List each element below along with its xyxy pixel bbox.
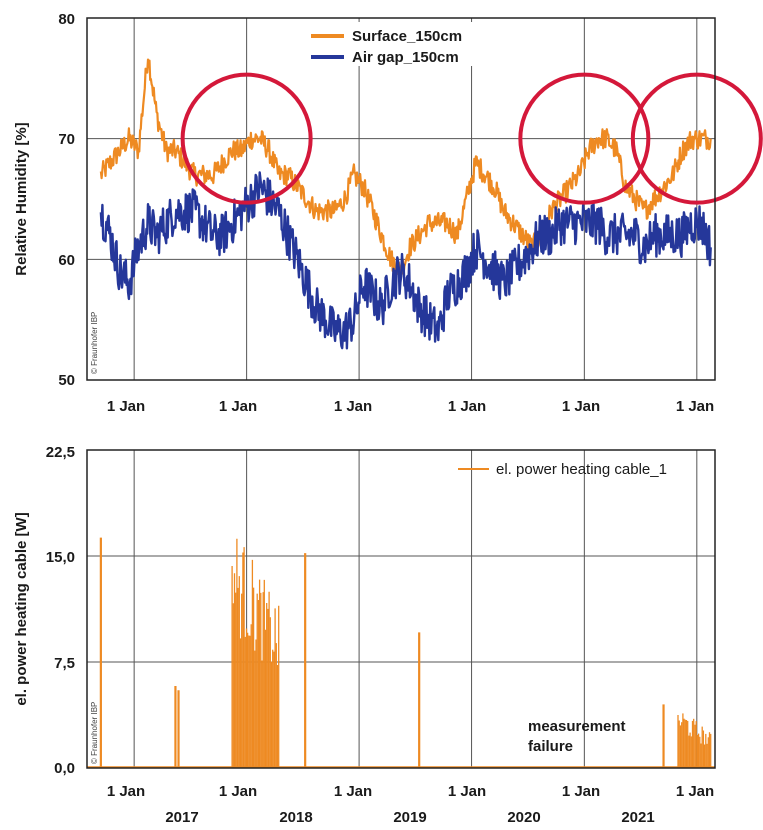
annotation-failure: failure xyxy=(528,738,573,755)
humidity-grid xyxy=(87,18,715,380)
credit-text: © Fraunhofer IBP xyxy=(90,312,99,374)
legend-label-heating-cable: el. power heating cable_1 xyxy=(496,461,667,478)
y-tick-label-0-0: 0,0 xyxy=(54,760,75,777)
x-tick-label: 1 Jan xyxy=(676,398,714,415)
credit-text: © Fraunhofer IBP xyxy=(90,702,99,764)
x-tick-label: 1 Jan xyxy=(448,398,486,415)
series-line-air-gap xyxy=(99,171,712,350)
power-series xyxy=(87,537,715,768)
year-label-2018: 2018 xyxy=(279,809,312,826)
humidity-chart: 80 70 60 50 Relative Humidity [%] 1 Jan … xyxy=(13,11,763,415)
year-label-2021: 2021 xyxy=(621,809,654,826)
power-grid xyxy=(87,450,715,768)
highlight-circle xyxy=(630,72,763,205)
annotation-measurement: measurement xyxy=(528,718,626,735)
y-tick-label-7-5: 7,5 xyxy=(54,655,75,672)
power-y-axis-label: el. power heating cable [W] xyxy=(13,512,30,705)
y-tick-label-80: 80 xyxy=(58,11,75,28)
heating-power-chart: 22,5 15,0 7,5 0,0 el. power heating cabl… xyxy=(13,444,716,826)
power-legend: el. power heating cable_1 xyxy=(458,461,667,478)
x-tick-label: 1 Jan xyxy=(334,783,372,800)
humidity-series xyxy=(99,58,712,350)
x-tick-label: 1 Jan xyxy=(107,783,145,800)
y-tick-label-50: 50 xyxy=(58,372,75,389)
humidity-legend: Surface_150cm Air gap_150cm xyxy=(305,22,510,66)
x-tick-label: 1 Jan xyxy=(676,783,714,800)
legend-label-air-gap: Air gap_150cm xyxy=(352,49,459,66)
x-tick-label: 1 Jan xyxy=(219,783,257,800)
power-burst xyxy=(677,713,712,768)
x-tick-label: 1 Jan xyxy=(448,783,486,800)
highlight-circle xyxy=(518,72,651,205)
power-burst xyxy=(231,538,280,768)
y-tick-label-70: 70 xyxy=(58,131,75,148)
year-label-2020: 2020 xyxy=(507,809,540,826)
x-tick-label: 1 Jan xyxy=(334,398,372,415)
year-label-2019: 2019 xyxy=(393,809,426,826)
humidity-y-axis-label: Relative Humidity [%] xyxy=(13,122,30,275)
power-plot-frame xyxy=(86,449,716,769)
y-tick-label-60: 60 xyxy=(58,252,75,269)
year-label-2017: 2017 xyxy=(165,809,198,826)
highlight-circles xyxy=(180,72,763,205)
y-tick-label-15-0: 15,0 xyxy=(46,549,75,566)
legend-label-surface: Surface_150cm xyxy=(352,28,462,45)
humidity-plot-frame xyxy=(86,17,716,381)
x-tick-label: 1 Jan xyxy=(107,398,145,415)
y-tick-label-22-5: 22,5 xyxy=(46,444,75,461)
x-tick-label: 1 Jan xyxy=(562,398,600,415)
x-tick-label: 1 Jan xyxy=(562,783,600,800)
x-tick-label: 1 Jan xyxy=(219,398,257,415)
series-line-surface xyxy=(99,58,712,279)
highlight-circle xyxy=(180,72,313,205)
